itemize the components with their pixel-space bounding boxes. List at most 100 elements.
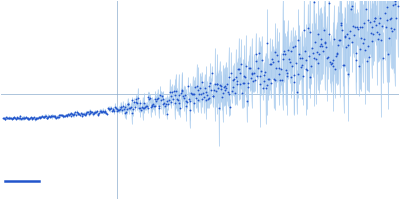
Point [286, 61, 293, 64]
Point [140, 106, 147, 109]
Point [112, 107, 119, 110]
Point [61, 115, 67, 118]
Point [152, 97, 159, 100]
Point [235, 67, 241, 71]
Point [124, 103, 131, 106]
Point [155, 96, 161, 99]
Point [119, 109, 125, 112]
Point [298, 65, 304, 68]
Point [351, 34, 357, 37]
Point [239, 92, 245, 95]
Point [228, 89, 235, 93]
Point [70, 113, 76, 116]
Point [259, 58, 265, 62]
Point [233, 80, 240, 83]
Point [347, 30, 353, 33]
Point [135, 96, 141, 100]
Point [368, 39, 375, 42]
Point [35, 117, 41, 120]
Point [96, 112, 102, 115]
Point [358, 36, 364, 39]
Point [305, 26, 311, 29]
Point [48, 114, 54, 117]
Point [279, 52, 286, 55]
Point [373, 24, 380, 27]
Point [264, 83, 270, 86]
Point [117, 105, 124, 109]
Point [248, 71, 255, 75]
Point [116, 107, 123, 110]
Point [198, 80, 205, 83]
Point [390, 28, 397, 31]
Point [276, 67, 282, 70]
Point [7, 116, 13, 119]
Point [321, 29, 327, 32]
Point [102, 110, 108, 113]
Point [234, 82, 240, 85]
Point [308, 64, 314, 68]
Point [340, 64, 347, 67]
Point [382, 12, 388, 15]
Point [68, 114, 74, 118]
Point [20, 116, 27, 119]
Point [139, 105, 145, 108]
Point [272, 78, 278, 81]
Point [386, 36, 392, 39]
Point [288, 76, 294, 79]
Point [245, 81, 252, 84]
Point [50, 114, 56, 117]
Point [249, 72, 256, 76]
Point [8, 116, 14, 119]
Point [262, 70, 268, 73]
Point [157, 94, 164, 97]
Point [150, 103, 156, 106]
Point [362, 48, 368, 51]
Point [174, 99, 181, 102]
Point [360, 41, 366, 45]
Point [384, 18, 390, 22]
Point [58, 113, 64, 117]
Point [91, 111, 98, 114]
Point [313, 57, 319, 60]
Point [106, 108, 113, 111]
Point [202, 86, 208, 89]
Point [359, 25, 365, 29]
Point [223, 86, 229, 90]
Point [134, 102, 140, 105]
Point [339, 28, 345, 31]
Point [329, 58, 336, 61]
Point [202, 98, 209, 101]
Point [323, 45, 330, 48]
Point [130, 107, 136, 111]
Point [192, 85, 198, 89]
Point [225, 75, 232, 78]
Point [27, 117, 33, 120]
Point [20, 116, 26, 119]
Point [331, 38, 337, 41]
Point [136, 101, 143, 104]
Point [244, 86, 251, 89]
Point [372, 16, 379, 19]
Point [12, 116, 18, 119]
Point [274, 53, 280, 57]
Point [394, 4, 400, 7]
Point [348, 4, 355, 7]
Point [56, 116, 62, 119]
Point [209, 72, 215, 75]
Point [168, 100, 174, 103]
Point [105, 106, 111, 109]
Point [88, 111, 94, 114]
Point [360, 37, 367, 40]
Point [147, 97, 153, 100]
Point [256, 74, 263, 78]
Point [385, 53, 391, 56]
Point [312, 41, 318, 44]
Point [2, 117, 8, 120]
Point [170, 89, 177, 92]
Point [375, 37, 381, 40]
Point [371, 19, 377, 22]
Point [212, 83, 218, 86]
Point [60, 115, 66, 118]
Point [81, 112, 87, 115]
Point [196, 92, 202, 96]
